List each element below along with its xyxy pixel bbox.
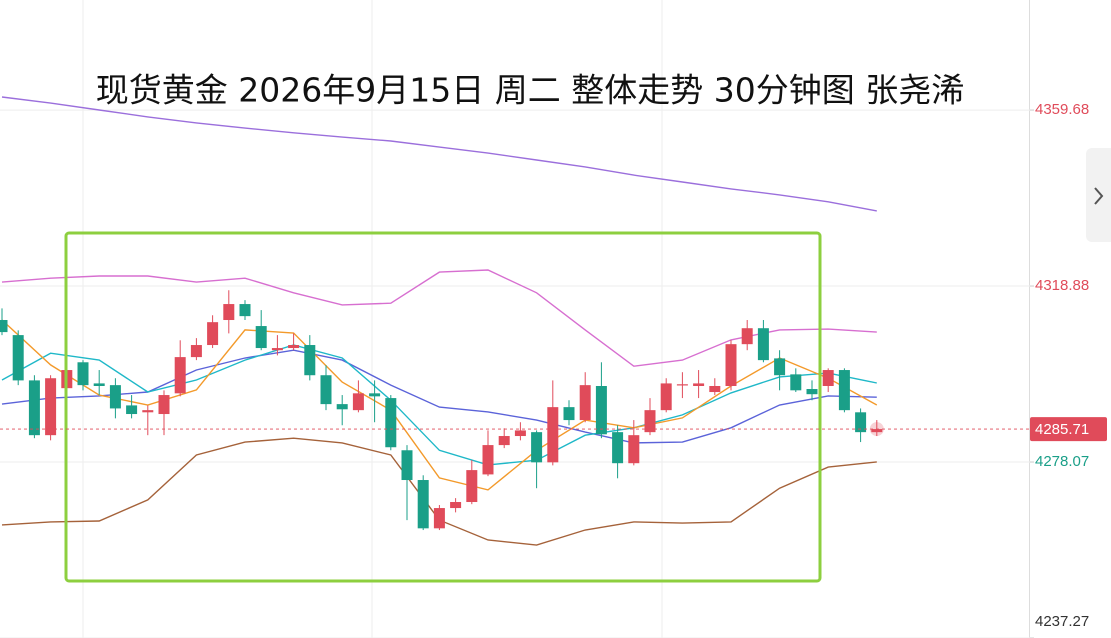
- candle-body: [595, 386, 607, 435]
- last-price-label: 4285.71: [1035, 421, 1089, 438]
- candle-body: [12, 335, 24, 381]
- y-tick-label: 4359.68: [1035, 101, 1089, 118]
- candle-body: [288, 345, 300, 349]
- candle-body: [579, 385, 591, 421]
- candle-body: [741, 328, 753, 345]
- candle-body: [385, 398, 397, 448]
- toggle-arrow[interactable]: [1094, 187, 1104, 205]
- candle-body: [207, 322, 219, 346]
- indicator-line: [1, 344, 877, 466]
- candle-body: [676, 384, 688, 386]
- candle-body: [838, 370, 850, 411]
- candle-body: [239, 304, 251, 317]
- candle-body: [709, 386, 721, 393]
- candle-body: [806, 389, 818, 395]
- price-axis: 4359.68 4318.88 4278.07 4237.27 4285.71: [0, 101, 1107, 638]
- candle-body: [466, 470, 478, 503]
- candle-body: [563, 407, 575, 421]
- candle-body: [498, 436, 510, 446]
- candle-body: [628, 435, 640, 464]
- candle-body: [190, 345, 202, 358]
- side-panel-toggle[interactable]: [1086, 148, 1111, 242]
- candle-body: [271, 348, 283, 351]
- y-tick-label: 4237.27: [1035, 613, 1089, 630]
- indicator-line: [1, 269, 877, 367]
- candle-body: [304, 345, 316, 376]
- candle-body: [644, 410, 656, 433]
- candles: [0, 290, 883, 531]
- last-price-box: [1030, 417, 1107, 442]
- last-price-dot: [869, 422, 884, 437]
- candle-body: [433, 508, 445, 529]
- candle-body: [531, 432, 543, 463]
- candle-body: [482, 445, 494, 475]
- candle-body: [320, 375, 332, 405]
- candle-body: [417, 480, 429, 529]
- candle-body: [28, 380, 40, 436]
- candle-body: [401, 450, 413, 481]
- chart-title: 现货黄金 2026年9月15日 周二 整体走势 30分钟图 张尧浠: [96, 71, 964, 110]
- candle-body: [93, 383, 105, 387]
- candle-body: [158, 395, 170, 415]
- candle-body: [126, 405, 138, 415]
- candle-body: [336, 404, 348, 410]
- candle-body: [855, 412, 867, 433]
- candle-body: [790, 374, 802, 391]
- candle-body: [0, 320, 8, 333]
- candle-body: [612, 432, 624, 464]
- candle-body: [255, 326, 267, 349]
- candle-body: [352, 393, 364, 411]
- indicator-line: [1, 96, 877, 212]
- y-tick-label: 4318.88: [1035, 277, 1089, 294]
- candle-body: [660, 383, 672, 411]
- annotation-box: [64, 231, 822, 583]
- candle-body: [514, 430, 526, 437]
- candle-body: [142, 410, 154, 413]
- candle-body: [693, 383, 705, 387]
- y-tick-label: 4278.07: [1035, 453, 1089, 470]
- candle-body: [725, 344, 737, 387]
- candle-body: [369, 393, 381, 397]
- candle-body: [757, 328, 769, 361]
- candle-body: [547, 407, 559, 463]
- candle-body: [174, 357, 186, 394]
- candle-body: [822, 370, 834, 387]
- candle-body: [77, 362, 89, 386]
- candle-body: [774, 358, 786, 376]
- candle-body: [223, 304, 235, 321]
- candle-body: [871, 429, 883, 433]
- candle-body: [109, 385, 121, 409]
- toggle-button[interactable]: [1086, 148, 1111, 242]
- candle-body: [450, 502, 462, 509]
- candle-body: [45, 378, 57, 436]
